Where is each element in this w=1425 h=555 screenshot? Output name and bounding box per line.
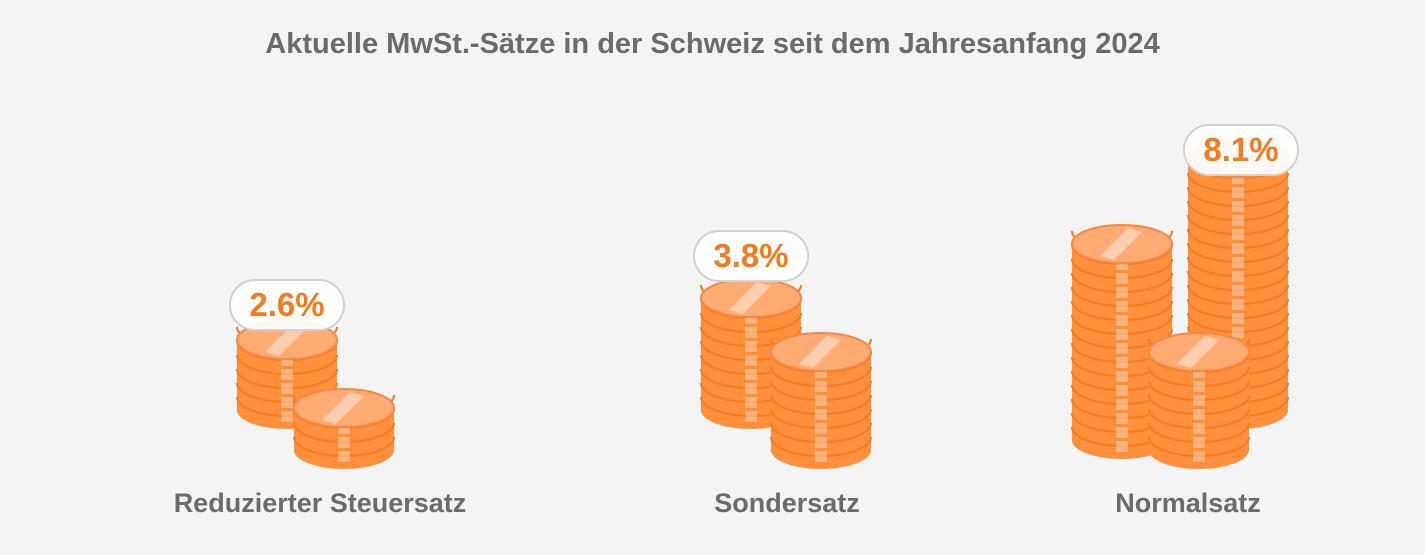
coin-side-highlight — [1116, 273, 1128, 284]
coin-side-highlight — [1193, 381, 1205, 392]
coin-stack-reduced-side — [293, 388, 395, 469]
coin-side-highlight — [745, 327, 757, 338]
coin-side-highlight — [745, 369, 757, 380]
coin-side-highlight — [281, 383, 293, 394]
coin-side-highlight — [281, 369, 293, 380]
coin-side-highlight — [815, 367, 827, 378]
coin-side-highlight — [1116, 259, 1128, 270]
coin-side-highlight — [815, 409, 827, 420]
coin-top-stripe — [799, 336, 841, 368]
coin-side-highlight — [281, 355, 293, 366]
value-badge-normal: 8.1% — [1183, 124, 1299, 176]
coin-side-highlight — [1116, 315, 1128, 326]
coin-side-highlight — [1193, 367, 1205, 378]
coin-side-highlight — [1193, 395, 1205, 406]
coin-top-stripe — [322, 392, 364, 424]
coin-side-highlight — [1193, 451, 1205, 462]
coin-side-highlight — [815, 381, 827, 392]
coin-side-highlight — [745, 341, 757, 352]
coin-side-highlight — [1232, 229, 1244, 240]
coin-side-highlight — [745, 313, 757, 324]
coin-side-highlight — [1116, 301, 1128, 312]
coin-stack-normal-back — [1071, 224, 1173, 459]
coin-top-stripe — [1177, 336, 1219, 368]
coin-side-highlight — [1193, 423, 1205, 434]
coin-side-highlight — [1116, 287, 1128, 298]
coin-side-highlight — [1232, 313, 1244, 324]
coin-side-highlight — [1232, 299, 1244, 310]
coin-side-highlight — [1232, 173, 1244, 184]
coin-side-highlight — [1232, 257, 1244, 268]
coin-top-stripe — [729, 282, 771, 314]
value-badge-reduced: 2.6% — [229, 279, 345, 331]
coin-side-highlight — [1232, 327, 1244, 338]
coin-side-highlight — [745, 397, 757, 408]
coin-side-highlight — [281, 411, 293, 422]
coin-side-highlight — [1116, 385, 1128, 396]
coin-side-highlight — [1116, 427, 1128, 438]
coin-side-highlight — [815, 451, 827, 462]
coin-side-highlight — [338, 437, 350, 448]
coin-side-highlight — [1193, 437, 1205, 448]
coin-side-highlight — [1232, 187, 1244, 198]
coin-side-highlight — [1232, 201, 1244, 212]
coin-group-normal — [1071, 138, 1289, 469]
coin-side-highlight — [281, 397, 293, 408]
coin-stack-normal-side — [1148, 332, 1250, 469]
coin-side-highlight — [1232, 271, 1244, 282]
coin-side-highlight — [1116, 441, 1128, 452]
coin-top-stripe — [265, 324, 307, 356]
category-label-normal: Normalsatz — [1115, 488, 1261, 518]
coin-side-highlight — [1232, 243, 1244, 254]
coin-side-highlight — [338, 451, 350, 462]
coin-side-highlight — [1116, 371, 1128, 382]
value-badge-special: 3.8% — [693, 230, 809, 282]
coin-side-highlight — [1116, 329, 1128, 340]
coin-side-highlight — [1232, 285, 1244, 296]
coin-top-stripe — [1100, 228, 1142, 260]
coin-side-highlight — [1116, 357, 1128, 368]
coin-side-highlight — [1232, 215, 1244, 226]
coin-stack-special-side — [770, 332, 872, 469]
coin-side-highlight — [1193, 409, 1205, 420]
category-label-reduced: Reduzierter Steuersatz — [173, 488, 467, 518]
coin-group-reduced — [236, 320, 395, 469]
coin-side-highlight — [815, 395, 827, 406]
coin-group-special — [700, 278, 872, 469]
coin-side-highlight — [745, 411, 757, 422]
coin-side-highlight — [1116, 413, 1128, 424]
coin-side-highlight — [1116, 399, 1128, 410]
coin-side-highlight — [1116, 343, 1128, 354]
chart-title: Aktuelle MwSt.-Sätze in der Schweiz seit… — [265, 28, 1160, 60]
coin-side-highlight — [815, 423, 827, 434]
coin-side-highlight — [815, 437, 827, 448]
coin-side-highlight — [338, 423, 350, 434]
category-label-special: Sondersatz — [714, 488, 860, 518]
coin-side-highlight — [745, 383, 757, 394]
coin-side-highlight — [745, 355, 757, 366]
